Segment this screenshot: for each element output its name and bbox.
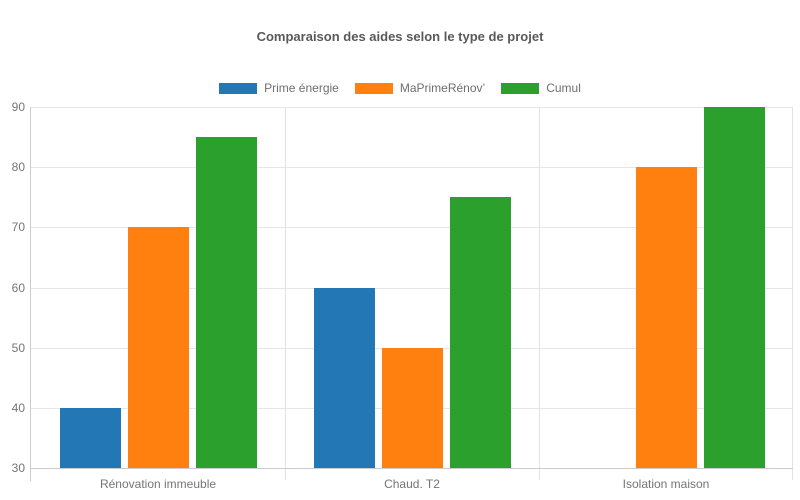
y-tick-label: 60 <box>11 280 25 295</box>
y-tick-label: 70 <box>11 220 25 235</box>
bar-cumul[interactable] <box>449 197 511 468</box>
legend-label: Cumul <box>546 81 581 95</box>
legend-label: MaPrimeRénov’ <box>399 81 486 95</box>
y-axis-line <box>30 107 31 481</box>
legend-swatch-icon <box>501 82 540 94</box>
gridline <box>31 107 793 108</box>
x-axis-line <box>31 468 793 469</box>
legend-swatch-icon <box>219 82 258 94</box>
y-tick-label: 50 <box>11 340 25 355</box>
category-separator <box>539 107 540 480</box>
legend-label: Prime énergie <box>264 81 339 95</box>
bar-cumul[interactable] <box>703 107 765 468</box>
bar-prime-nergie[interactable] <box>59 407 121 468</box>
category-label: Rénovation immeuble <box>99 477 217 491</box>
y-tick-label: 90 <box>11 100 25 114</box>
gridline <box>31 167 793 169</box>
bar-maprimer-nov-[interactable] <box>381 347 443 468</box>
bar-maprimer-nov-[interactable] <box>635 167 697 468</box>
legend-item-maprimer-nov-[interactable]: MaPrimeRénov’ <box>354 81 486 95</box>
legend-item-prime-nergie[interactable]: Prime énergie <box>219 81 339 95</box>
y-tick-label: 30 <box>11 461 25 475</box>
legend: Prime énergie MaPrimeRénov’ Cumul <box>0 81 800 95</box>
y-tick-label: 80 <box>11 160 25 175</box>
plot-area: 30 40 50 60 70 80 90 Rénovation immeuble Chaud. … <box>12 100 793 491</box>
legend-swatch-icon <box>354 82 393 94</box>
category-separator <box>792 107 793 480</box>
bar-prime-nergie[interactable] <box>313 287 375 468</box>
bar-maprimer-nov-[interactable] <box>127 227 189 468</box>
y-tick-label: 40 <box>11 400 25 415</box>
category-label: Chaud. T2 <box>384 477 440 491</box>
bar-cumul[interactable] <box>195 137 257 468</box>
gridline <box>31 227 793 229</box>
category-label: Isolation maison <box>622 477 710 491</box>
category-separator <box>285 107 286 480</box>
chart-title: Comparaison des aides selon le type de p… <box>256 29 544 44</box>
gridline <box>31 287 793 289</box>
legend-item-cumul[interactable]: Cumul <box>501 81 581 95</box>
